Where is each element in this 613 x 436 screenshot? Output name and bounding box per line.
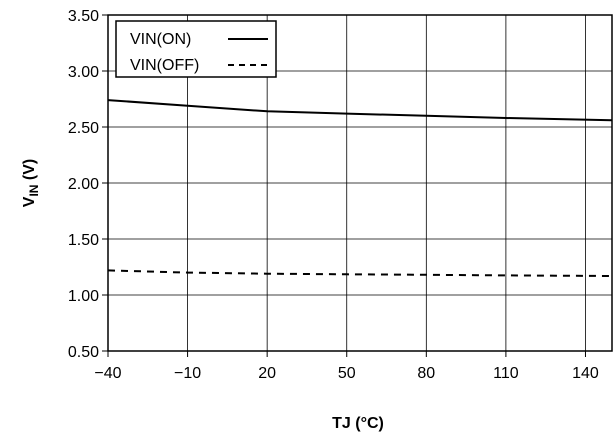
series-line-vin-on — [107, 99, 613, 122]
legend: VIN(ON) VIN(OFF) — [115, 20, 277, 78]
series-line-vin-off — [107, 269, 613, 277]
x-tick-label: −10 — [174, 365, 201, 382]
y-axis-title-subscript: IN — [27, 185, 41, 197]
legend-label-vin-on: VIN(ON) — [130, 31, 191, 48]
y-tick-label: 1.50 — [68, 232, 99, 249]
x-tick-label: 140 — [572, 365, 599, 382]
x-tick-label: 110 — [493, 365, 519, 382]
y-tick-label: 2.50 — [68, 120, 99, 137]
y-axis-title-unit: (V) — [21, 159, 38, 185]
x-tick-label: −40 — [94, 365, 121, 382]
x-tick-label: 50 — [338, 365, 356, 382]
y-tick-label: 1.00 — [68, 288, 99, 305]
x-axis-title: TJ (°C) — [332, 415, 384, 432]
legend-label-vin-off: VIN(OFF) — [130, 57, 199, 74]
legend-box — [115, 20, 277, 78]
y-axis-title: VIN (V) — [21, 159, 41, 207]
series-layer — [107, 99, 613, 277]
grid — [107, 14, 613, 352]
y-tick-label: 0.50 — [68, 344, 99, 361]
tick-labels: −40 −10 20 50 80 110 140 0.50 1.00 1.50 2.00 2.50 3.… — [68, 8, 599, 382]
y-tick-label: 2.00 — [68, 176, 99, 193]
y-axis-title-main: V — [21, 196, 38, 207]
x-tick-label: 80 — [417, 365, 435, 382]
y-tick-label: 3.00 — [68, 64, 99, 81]
y-tick-label: 3.50 — [68, 8, 99, 25]
x-tick-label: 20 — [258, 365, 276, 382]
